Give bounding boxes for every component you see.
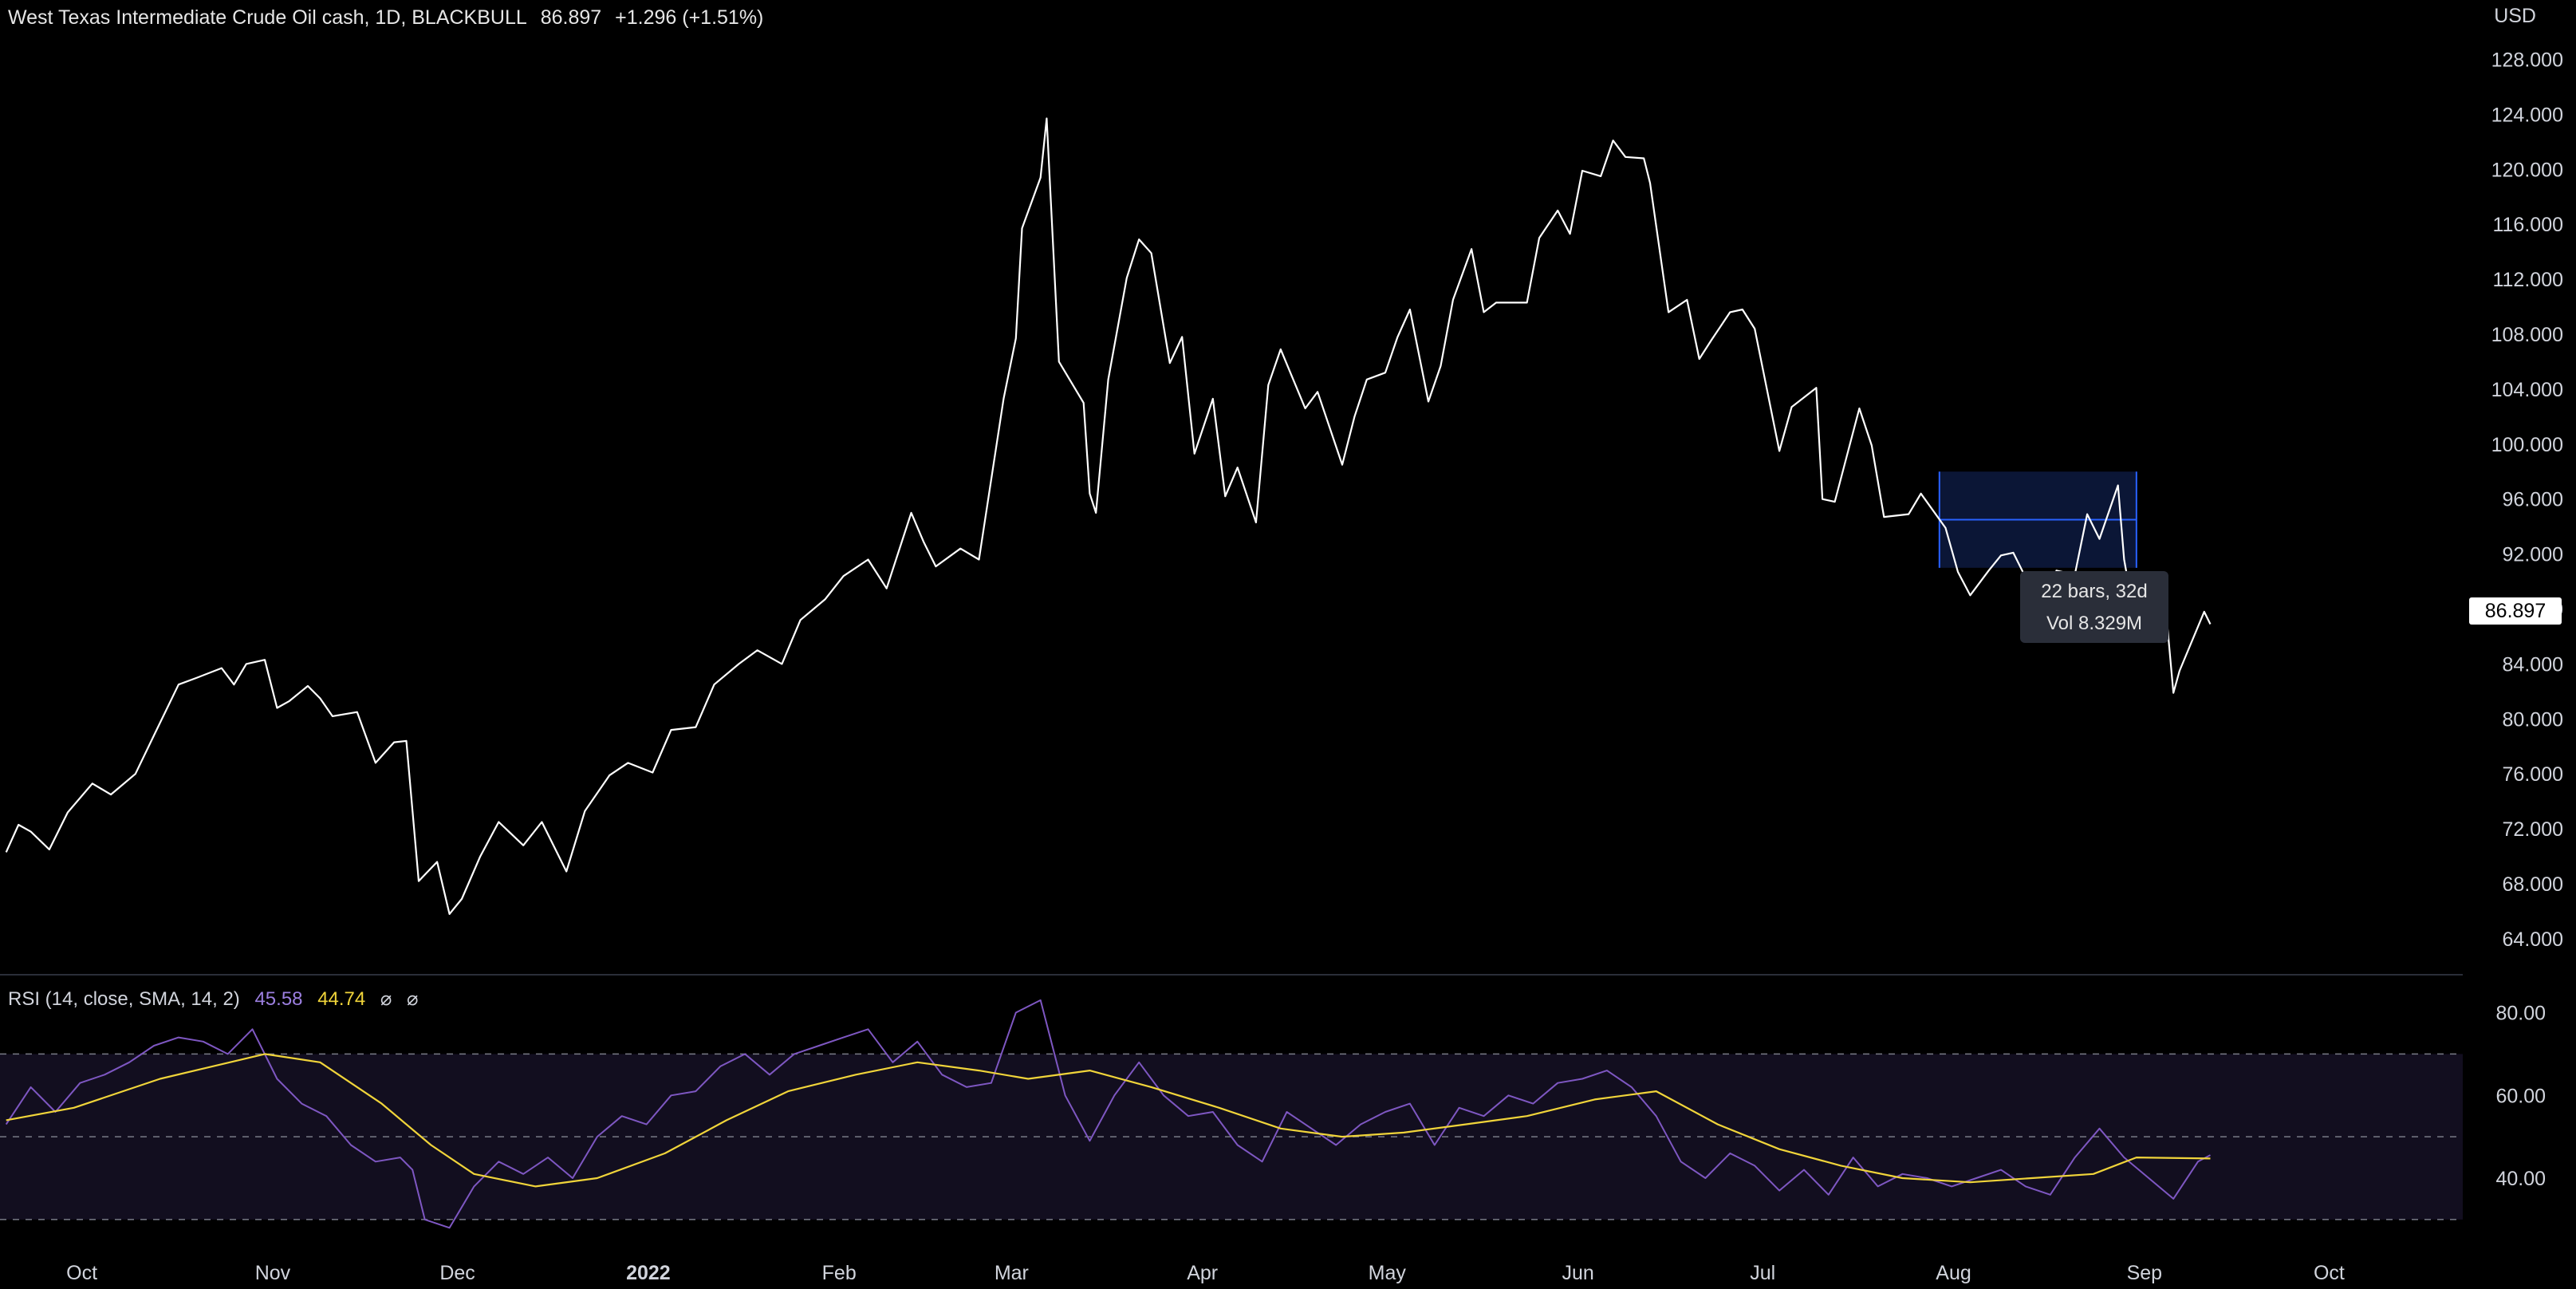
time-tick-label: Nov (255, 1262, 291, 1284)
price-tick-label: 72.000 (2503, 818, 2563, 841)
rsi-sma-line (6, 1053, 2211, 1188)
time-tick-label: Jun (1562, 1262, 1593, 1284)
eye-off-icon[interactable]: ⌀ (407, 988, 419, 1010)
last-price: 86.897 (540, 6, 602, 29)
price-tick-label: 112.000 (2492, 269, 2563, 291)
eye-off-icon[interactable]: ⌀ (380, 988, 392, 1010)
rsi-line (5, 999, 2211, 1229)
price-tick-label: 100.000 (2491, 434, 2563, 456)
price-axis[interactable]: 64.00068.00072.00076.00080.00084.00088.0… (2491, 49, 2563, 950)
price-tick-label: 92.000 (2503, 544, 2563, 566)
price-tick-label: 80.000 (2503, 708, 2563, 731)
price-plot (5, 117, 2212, 916)
price-tick-label: 124.000 (2491, 104, 2563, 126)
time-tick-label: Dec (439, 1262, 475, 1284)
time-tick-label: Mar (995, 1262, 1029, 1284)
rsi-legend[interactable]: RSI (14, close, SMA, 14, 2) 45.58 44.74 … (8, 987, 428, 1011)
time-tick-label: Oct (2314, 1262, 2345, 1284)
time-tick-label: Aug (1936, 1262, 1971, 1284)
rsi-value: 45.58 (254, 988, 303, 1010)
price-tick-label: 76.000 (2503, 763, 2563, 786)
rsi-label: RSI (14, close, SMA, 14, 2) (8, 988, 240, 1010)
time-tick-label: Apr (1187, 1262, 1218, 1284)
time-tick-label: Feb (822, 1262, 857, 1284)
price-tick-label: 64.000 (2503, 928, 2563, 951)
measure-tooltip: 22 bars, 32d Vol 8.329M (2020, 571, 2168, 643)
price-tick-label: 108.000 (2491, 324, 2563, 346)
price-tick-label: 104.000 (2491, 379, 2563, 401)
rsi-plot (0, 999, 2463, 1229)
measure-volume: Vol 8.329M (2046, 613, 2143, 634)
symbol-legend[interactable]: West Texas Intermediate Crude Oil cash, … (8, 6, 771, 30)
time-axis[interactable]: Oct Nov Dec 2022 Feb Mar Apr May Jun Jul Aug Sep Oct (66, 1262, 2345, 1284)
time-tick-label: Jul (1750, 1262, 1775, 1284)
rsi-tick-label: 80.00 (2495, 1003, 2546, 1025)
price-tick-label: 68.000 (2503, 873, 2563, 896)
price-tick-label: 116.000 (2492, 214, 2563, 236)
symbol-title: West Texas Intermediate Crude Oil cash, … (8, 6, 527, 29)
price-change: +1.296 (+1.51%) (615, 6, 764, 29)
price-tick-label: 120.000 (2491, 159, 2563, 181)
time-tick-label: 2022 (626, 1262, 671, 1284)
rsi-axis[interactable]: 40.00 60.00 80.00 (2495, 1003, 2546, 1191)
measure-selection[interactable] (1938, 471, 2137, 568)
measure-bars: 22 bars, 32d (2041, 581, 2148, 602)
price-tick-label: 96.000 (2503, 489, 2563, 511)
price-series-line (5, 117, 2212, 916)
time-tick-label: Sep (2127, 1262, 2162, 1284)
time-tick-label: Oct (66, 1262, 97, 1284)
time-tick-label: May (1369, 1262, 1407, 1284)
currency-label[interactable]: USD (2494, 5, 2536, 27)
last-price-tag: 86.897 (2469, 597, 2562, 625)
rsi-tick-label: 60.00 (2495, 1085, 2546, 1107)
rsi-sma-value: 44.74 (317, 988, 366, 1010)
rsi-tick-label: 40.00 (2495, 1168, 2546, 1190)
price-tick-label: 84.000 (2503, 653, 2563, 676)
price-tick-label: 128.000 (2491, 49, 2563, 71)
